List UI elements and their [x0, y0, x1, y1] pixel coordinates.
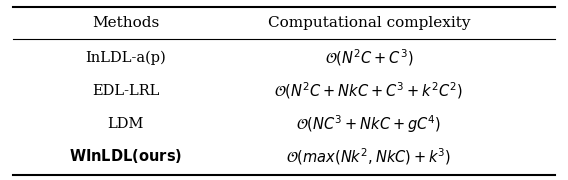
Text: $\mathbf{WInLDL(ours)}$: $\mathbf{WInLDL(ours)}$	[69, 147, 182, 165]
Text: InLDL-a(p): InLDL-a(p)	[85, 51, 166, 65]
Text: Methods: Methods	[92, 16, 160, 30]
Text: Computational complexity: Computational complexity	[268, 16, 470, 30]
Text: EDL-LRL: EDL-LRL	[92, 84, 160, 98]
Text: LDM: LDM	[107, 117, 144, 131]
Text: $\mathcal{O}(NC^3 + NkC + gC^4)$: $\mathcal{O}(NC^3 + NkC + gC^4)$	[296, 113, 441, 134]
Text: $\mathcal{O}(max(Nk^2, NkC) + k^3)$: $\mathcal{O}(max(Nk^2, NkC) + k^3)$	[286, 146, 452, 167]
Text: $\mathcal{O}(N^2C + NkC + C^3 + k^2C^2)$: $\mathcal{O}(N^2C + NkC + C^3 + k^2C^2)$	[274, 80, 463, 101]
Text: $\mathcal{O}(N^2C + C^3)$: $\mathcal{O}(N^2C + C^3)$	[324, 48, 413, 68]
